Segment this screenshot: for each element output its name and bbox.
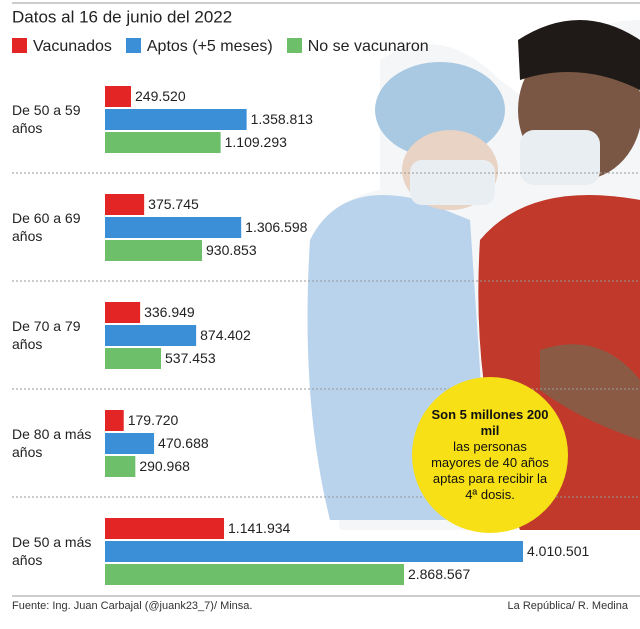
bar bbox=[105, 564, 404, 585]
legend-swatch bbox=[12, 38, 27, 53]
legend-item: No se vacunaron bbox=[286, 38, 429, 56]
photo bbox=[307, 20, 640, 530]
value-label: 249.520 bbox=[135, 88, 186, 104]
value-label: 2.868.567 bbox=[408, 566, 470, 582]
legend-swatch bbox=[125, 38, 141, 53]
bar bbox=[105, 348, 162, 369]
legend-label: Vacunados bbox=[33, 38, 112, 55]
legend: Vacunados Aptos (+5 meses) No se vacunaron bbox=[12, 38, 429, 56]
bar bbox=[105, 518, 225, 539]
callout: Son 5 millones 200 mil las personas mayo… bbox=[412, 377, 568, 533]
bar bbox=[105, 86, 132, 107]
bar bbox=[105, 109, 247, 130]
category-label: De 60 a 69 años bbox=[12, 210, 81, 244]
value-label: 4.010.501 bbox=[527, 543, 589, 559]
bar bbox=[105, 240, 203, 261]
value-label: 290.968 bbox=[139, 458, 190, 474]
callout-text: las personas mayores de 40 años aptas pa… bbox=[431, 439, 549, 502]
category-label: De 50 a más años bbox=[12, 534, 92, 568]
value-label: 336.949 bbox=[144, 304, 195, 320]
callout-bold: Son 5 millones 200 mil bbox=[431, 407, 549, 438]
credit: La República/ R. Medina bbox=[507, 600, 628, 612]
legend-item: Vacunados bbox=[12, 38, 112, 56]
bar bbox=[105, 541, 523, 562]
value-label: 375.745 bbox=[148, 196, 199, 212]
value-label: 1.358.813 bbox=[251, 111, 313, 127]
value-label: 537.453 bbox=[165, 350, 216, 366]
value-label: 930.853 bbox=[206, 242, 257, 258]
bar bbox=[105, 433, 155, 454]
value-label: 179.720 bbox=[128, 412, 179, 428]
bar bbox=[105, 456, 136, 477]
category-label: De 50 a 59 años bbox=[12, 102, 81, 136]
legend-swatch bbox=[286, 38, 302, 53]
chart-title: Datos al 16 de junio del 2022 bbox=[12, 7, 232, 26]
value-label: 1.306.598 bbox=[245, 219, 307, 235]
category-label: De 70 a 79 años bbox=[12, 318, 81, 352]
source: Fuente: Ing. Juan Carbajal (@juank23_7)/… bbox=[12, 600, 253, 612]
bar bbox=[105, 325, 197, 346]
bar bbox=[105, 302, 141, 323]
bar bbox=[105, 194, 145, 215]
legend-label: Aptos (+5 meses) bbox=[146, 38, 273, 55]
category-label: De 80 a más años bbox=[12, 426, 92, 460]
value-label: 874.402 bbox=[200, 327, 251, 343]
legend-label: No se vacunaron bbox=[307, 38, 429, 55]
value-label: 1.109.293 bbox=[225, 134, 287, 150]
bar bbox=[105, 410, 124, 431]
legend-item: Aptos (+5 meses) bbox=[125, 38, 273, 56]
bar bbox=[105, 217, 242, 238]
value-label: 470.688 bbox=[158, 435, 209, 451]
bar bbox=[105, 132, 221, 153]
value-label: 1.141.934 bbox=[228, 520, 290, 536]
